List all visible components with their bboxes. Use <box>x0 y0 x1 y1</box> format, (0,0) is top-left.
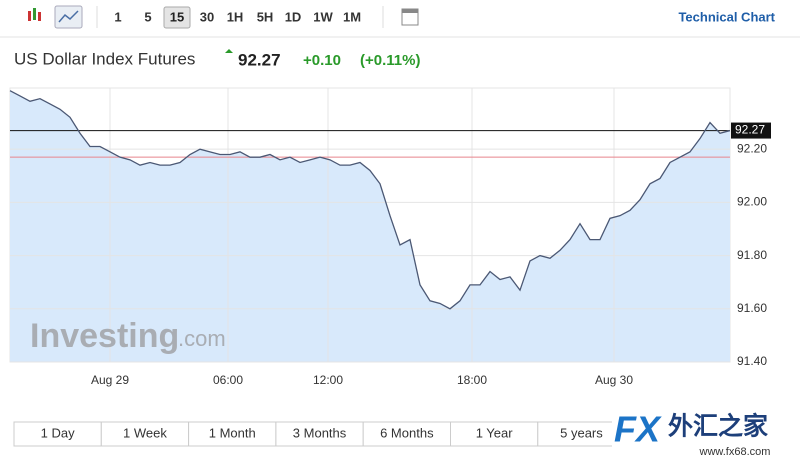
range-tab[interactable] <box>275 421 364 447</box>
range-tab-label[interactable]: 6 Months <box>380 425 434 440</box>
up-arrow <box>225 49 233 53</box>
range-tab-label[interactable]: 5 years <box>560 425 603 440</box>
change-pct: (+0.11%) <box>360 52 420 69</box>
logo-bg <box>612 408 800 462</box>
x-tick-label: 12:00 <box>313 373 343 387</box>
x-tick-label: Aug 29 <box>91 373 129 387</box>
range-tab[interactable] <box>362 421 452 447</box>
interval-button[interactable]: 1 <box>114 9 121 24</box>
technical-chart-link[interactable]: Technical Chart <box>678 9 775 24</box>
calendar-icon-top <box>402 9 418 13</box>
range-tab-label[interactable]: 1 Day <box>41 425 75 440</box>
interval-button[interactable]: 30 <box>200 9 214 24</box>
interval-button[interactable]: 15 <box>170 9 184 24</box>
logo-mark: FX <box>614 409 662 450</box>
last-price-box <box>731 122 771 139</box>
line-icon-glyph <box>58 10 79 23</box>
y-tick-label: 91.80 <box>737 248 767 262</box>
range-tabs: 1 Day 1 Week 1 Month 3 Months 6 Months 1 Year… <box>13 421 713 447</box>
range-tab-label[interactable]: 1 Year <box>476 425 514 440</box>
x-tick-label: 06:00 <box>213 373 243 387</box>
x-tick-label: 18:00 <box>457 373 487 387</box>
range-tab-label[interactable]: 3 Months <box>293 425 347 440</box>
plot: 91.40 91.60 91.80 92.00 92.20 Aug 29 06:00 12:0… <box>9 87 771 387</box>
interval-button[interactable]: 5 <box>144 9 151 24</box>
y-tick-label: 91.60 <box>737 301 767 315</box>
candle-icon[interactable] <box>28 8 41 21</box>
y-tick-label: 92.20 <box>737 141 767 155</box>
y-tick-label: 92.00 <box>737 195 767 209</box>
change: +0.10 <box>303 52 341 69</box>
range-tab[interactable] <box>537 421 626 447</box>
interval-button[interactable]: 1M <box>343 9 361 24</box>
price-line <box>9 90 731 310</box>
price: 92.27 <box>238 50 281 69</box>
watermark-suffix: .com <box>178 326 226 351</box>
interval-button[interactable]: 1W <box>313 9 333 24</box>
logo-url: www.fx68.com <box>699 446 771 458</box>
y-tick-label: 91.40 <box>737 354 767 368</box>
interval-button[interactable]: 1H <box>227 9 244 24</box>
last-price-label: 92.27 <box>735 123 765 137</box>
interval-button[interactable]: 1D <box>285 9 302 24</box>
title: US Dollar Index Futures <box>14 49 195 68</box>
x-tick-label: Aug 30 <box>595 373 633 387</box>
range-tab[interactable] <box>100 421 190 447</box>
range-tab-label[interactable]: 1 Month <box>209 425 256 440</box>
area <box>10 90 730 363</box>
watermark-brand: Investing <box>30 317 179 355</box>
logo-name: 外汇之家 <box>668 412 768 441</box>
range-tab[interactable] <box>450 421 539 447</box>
range-tab-label[interactable]: 1 Week <box>123 425 167 440</box>
selected-interval <box>163 6 191 29</box>
interval-button[interactable]: 5H <box>257 9 274 24</box>
